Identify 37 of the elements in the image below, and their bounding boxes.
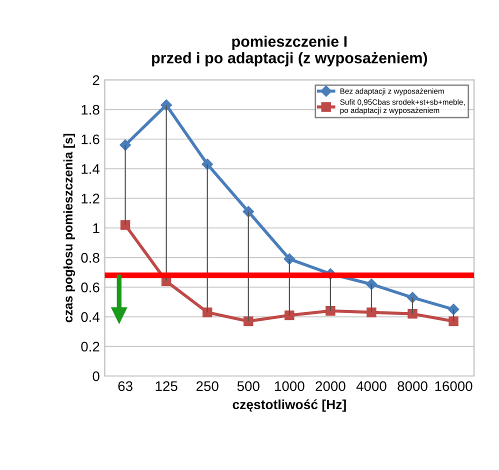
- y-axis-title: czas pogłosu pomieszczenia [s]: [63, 134, 76, 322]
- y-tick-label: 2: [92, 75, 100, 85]
- chart-title: pomieszczenie I przed i po adaptacji (z wyposażeniem): [152, 36, 428, 66]
- point: [160, 99, 172, 111]
- x-tick-label: 2000: [316, 381, 346, 392]
- x-tick-label: 16000: [435, 381, 472, 392]
- point: [202, 307, 212, 318]
- x-tick-label: 4000: [356, 381, 386, 392]
- y-tick-label: 0.4: [81, 312, 100, 322]
- point: [284, 253, 296, 265]
- point: [244, 316, 254, 326]
- point: [242, 206, 254, 218]
- y-tick-label: 0.8: [81, 252, 100, 263]
- point: [448, 316, 458, 326]
- point: [408, 308, 418, 319]
- point: [406, 292, 418, 304]
- y-tick-label: 1: [93, 223, 100, 233]
- x-axis-title: częstotliwość [Hz]: [232, 399, 346, 412]
- y-tick-label: 0.2: [81, 342, 100, 352]
- point: [284, 310, 294, 320]
- y-tick-label: 0: [92, 371, 100, 382]
- x-tick-label: 500: [237, 381, 260, 392]
- x-tick-label: 250: [196, 381, 218, 392]
- x-tick-label: 1000: [275, 381, 304, 392]
- y-tick-label: 1.2: [82, 194, 100, 204]
- point: [326, 306, 336, 316]
- y-tick-label: 1.4: [82, 164, 100, 174]
- x-tick-label: 125: [156, 381, 178, 392]
- y-tick-label: 1.8: [82, 104, 100, 115]
- x-tick-label: 63: [118, 381, 132, 392]
- point: [366, 307, 376, 318]
- point: [366, 278, 378, 290]
- y-tick-label: 0.6: [81, 282, 100, 292]
- x-tick-label: 8000: [398, 381, 428, 392]
- y-tick-label: 1.6: [82, 134, 100, 144]
- point: [120, 220, 130, 230]
- point: [202, 158, 213, 170]
